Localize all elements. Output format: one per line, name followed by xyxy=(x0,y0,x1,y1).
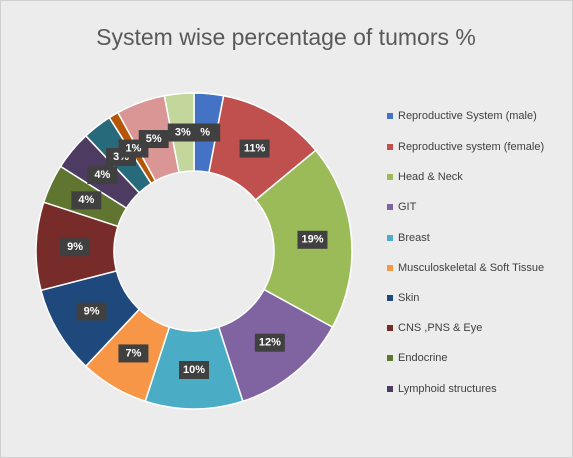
legend-item: Reproductive System (male) xyxy=(387,109,548,123)
label-box xyxy=(71,191,102,210)
legend-swatch xyxy=(387,386,393,392)
legend-swatch xyxy=(387,295,393,301)
chart-title: System wise percentage of tumors % xyxy=(96,24,476,50)
legend-item: Breast xyxy=(387,231,548,245)
legend-label: Lymphoid structures xyxy=(398,383,497,395)
label-box xyxy=(60,238,91,257)
legend-item: Endocrine xyxy=(387,351,548,365)
label-box xyxy=(87,166,118,185)
legend-item: Musculoskeletal & Soft Tissue xyxy=(387,261,548,275)
data-label: 4% xyxy=(94,169,110,181)
label-box xyxy=(138,130,169,149)
data-label: 9% xyxy=(84,305,100,317)
legend-swatch xyxy=(387,144,393,150)
legend-item: CNS ,PNS & Eye xyxy=(387,321,548,335)
data-label: 19% xyxy=(301,234,323,246)
data-label: 5% xyxy=(146,133,162,145)
legend-label: Head & Neck xyxy=(398,171,463,183)
legend-swatch xyxy=(387,174,393,180)
legend-item: Head & Neck xyxy=(387,170,548,184)
legend-swatch xyxy=(387,235,393,241)
legend-label: Skin xyxy=(398,292,420,304)
legend-item: Reproductive system (female) xyxy=(387,140,548,154)
legend-swatch xyxy=(387,355,393,361)
legend-label: Musculoskeletal & Soft Tissue xyxy=(398,262,545,274)
data-label: 10% xyxy=(183,364,205,376)
data-label: 9% xyxy=(67,241,83,253)
label-box xyxy=(254,333,285,352)
label-box xyxy=(76,302,107,321)
legend-swatch xyxy=(387,113,393,119)
legend-label: Breast xyxy=(398,232,430,244)
legend-label: Reproductive system (female) xyxy=(398,141,545,153)
legend-swatch xyxy=(387,325,393,331)
legend-label: Reproductive System (male) xyxy=(398,110,537,122)
legend-label: GIT xyxy=(398,201,417,213)
data-label: 4% xyxy=(78,194,94,206)
label-box xyxy=(118,344,149,363)
data-label: 11% xyxy=(244,142,266,154)
legend-item: Skin xyxy=(387,291,548,305)
label-box xyxy=(167,123,198,142)
data-label: % xyxy=(200,126,210,138)
label-box xyxy=(297,230,328,249)
label-box xyxy=(239,139,270,158)
legend-swatch xyxy=(387,204,393,210)
legend-swatch xyxy=(387,265,393,271)
data-label: 1% xyxy=(125,142,141,154)
legend-item: Lymphoid structures xyxy=(387,382,548,396)
label-box xyxy=(179,361,209,379)
legend-item: GIT xyxy=(387,200,548,214)
data-label: 12% xyxy=(259,337,281,349)
legend-label: CNS ,PNS & Eye xyxy=(398,322,483,334)
legend-label: Endocrine xyxy=(398,352,448,364)
data-label: 3% xyxy=(175,126,191,138)
data-label: 7% xyxy=(125,347,141,359)
